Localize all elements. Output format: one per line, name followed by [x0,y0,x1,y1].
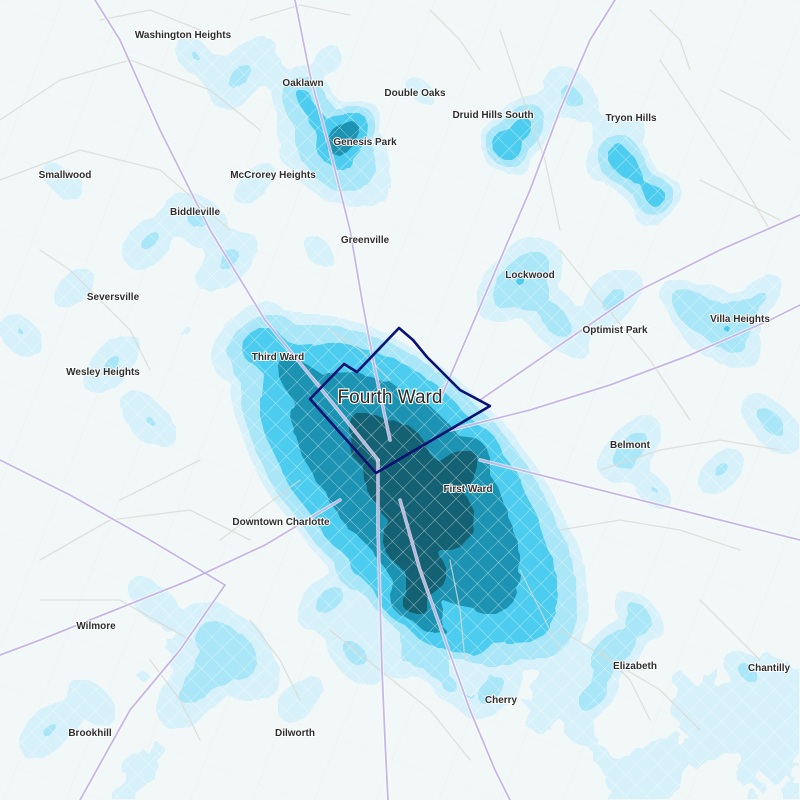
svg-text:Wesley Heights: Wesley Heights [66,367,140,378]
svg-text:Greenville: Greenville [341,235,390,246]
svg-text:Biddleville: Biddleville [170,207,220,218]
svg-text:Elizabeth: Elizabeth [613,661,657,672]
svg-text:Chantilly: Chantilly [748,663,791,674]
svg-text:Belmont: Belmont [610,440,651,451]
svg-text:Genesis Park: Genesis Park [333,137,397,148]
svg-text:First Ward: First Ward [443,484,492,495]
svg-text:Washington Heights: Washington Heights [135,30,232,41]
svg-text:Oaklawn: Oaklawn [282,78,323,89]
svg-text:Double Oaks: Double Oaks [384,88,446,99]
svg-text:Dilworth: Dilworth [275,728,315,739]
svg-text:Third Ward: Third Ward [252,352,304,363]
svg-text:Brookhill: Brookhill [68,728,112,739]
svg-text:Lockwood: Lockwood [505,270,554,281]
svg-text:Cherry: Cherry [485,695,518,706]
svg-text:McCrorey Heights: McCrorey Heights [230,170,316,181]
svg-text:Druid Hills South: Druid Hills South [452,110,533,121]
svg-text:Tryon Hills: Tryon Hills [605,113,657,124]
svg-text:Smallwood: Smallwood [39,170,92,181]
svg-text:Wilmore: Wilmore [76,621,116,632]
svg-text:Optimist Park: Optimist Park [582,325,647,336]
svg-text:Seversville: Seversville [87,292,140,303]
svg-text:Downtown Charlotte: Downtown Charlotte [232,517,330,528]
svg-text:Villa Heights: Villa Heights [710,314,770,325]
svg-text:Fourth Ward: Fourth Ward [338,387,443,408]
